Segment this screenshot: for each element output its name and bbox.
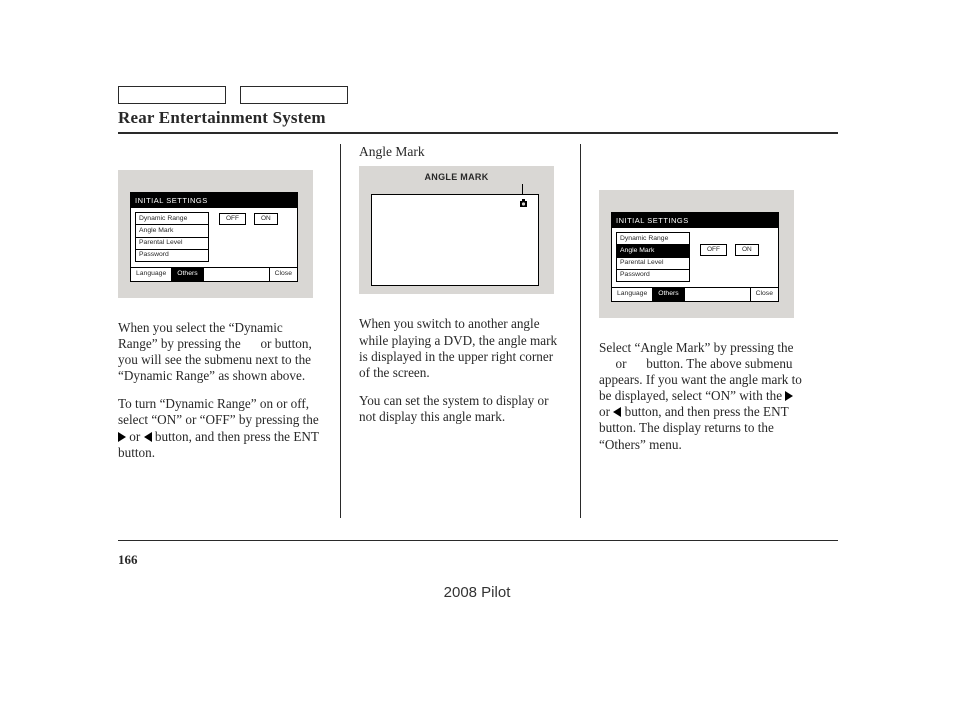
- settings-screenshot-1: INITIAL SETTINGS Dynamic Range Angle Mar…: [118, 170, 313, 298]
- osd-item: Password: [616, 269, 690, 282]
- osd-off: OFF: [219, 213, 246, 225]
- osd-item: Angle Mark: [135, 224, 209, 237]
- video-screen: [371, 194, 539, 286]
- osd-footer-spacer: [204, 268, 270, 280]
- osd-off: OFF: [700, 244, 727, 256]
- osd-header: INITIAL SETTINGS: [612, 213, 778, 228]
- text: button, and then press the ENT button. T…: [599, 404, 788, 451]
- osd-item: Dynamic Range: [135, 212, 209, 225]
- osd-footer: Language Others Close: [612, 287, 778, 300]
- osd-on: ON: [735, 244, 759, 256]
- text: or: [129, 429, 143, 444]
- osd-on: ON: [254, 213, 278, 225]
- osd-footer: Language Others Close: [131, 267, 297, 280]
- manual-page: Rear Entertainment System INITIAL SETTIN…: [118, 108, 838, 518]
- left-triangle-icon: [613, 407, 621, 417]
- right-triangle-icon: [118, 432, 126, 442]
- paragraph: You can set the system to display or not…: [359, 393, 562, 425]
- osd-item: Parental Level: [616, 257, 690, 270]
- paragraph: When you select the “Dynamic Range” by p…: [118, 320, 322, 384]
- osd-footer-spacer: [685, 288, 751, 300]
- osd-2: INITIAL SETTINGS Dynamic Range Angle Mar…: [611, 212, 779, 302]
- osd-footer-tab-selected: Others: [653, 288, 684, 300]
- osd-header: INITIAL SETTINGS: [131, 193, 297, 208]
- column-2: Angle Mark ANGLE MARK When you switch to…: [340, 144, 580, 518]
- footer-rule: [118, 540, 838, 541]
- paragraph: To turn “Dynamic Range” on or off, selec…: [118, 396, 322, 460]
- column-3: INITIAL SETTINGS Dynamic Range Angle Mar…: [580, 144, 820, 518]
- osd-footer-tab: Language: [612, 288, 653, 300]
- title-row: Rear Entertainment System: [118, 108, 838, 128]
- text: To turn “Dynamic Range” on or off, selec…: [118, 396, 319, 427]
- settings-screenshot-2: INITIAL SETTINGS Dynamic Range Angle Mar…: [599, 190, 794, 318]
- osd-item: Parental Level: [135, 237, 209, 250]
- osd-footer-tab-selected: Others: [172, 268, 203, 280]
- header-box-2: [240, 86, 348, 104]
- title-rule: [118, 132, 838, 134]
- column-1: INITIAL SETTINGS Dynamic Range Angle Mar…: [118, 144, 340, 518]
- header-box-1: [118, 86, 226, 104]
- subheading: Angle Mark: [359, 144, 562, 160]
- camera-angle-icon: [519, 199, 530, 211]
- angle-mark-screenshot: ANGLE MARK: [359, 166, 554, 294]
- osd-list: Dynamic Range Angle Mark Parental Level …: [135, 212, 209, 261]
- paragraph: When you switch to another angle while p…: [359, 316, 562, 380]
- model-year: 2008 Pilot: [0, 584, 954, 601]
- osd-options: OFF ON: [219, 213, 278, 261]
- osd-footer-tab: Language: [131, 268, 172, 280]
- right-triangle-icon: [785, 391, 793, 401]
- osd-body: Dynamic Range Angle Mark Parental Level …: [612, 228, 778, 287]
- osd-body: Dynamic Range Angle Mark Parental Level …: [131, 208, 297, 267]
- text: Select “Angle Mark” by pressing the or b…: [599, 340, 802, 403]
- paragraph: Select “Angle Mark” by pressing the or b…: [599, 340, 802, 453]
- osd-options: OFF ON: [700, 244, 759, 281]
- osd-item: Password: [135, 249, 209, 262]
- osd-1: INITIAL SETTINGS Dynamic Range Angle Mar…: [130, 192, 298, 282]
- page-number: 166: [118, 552, 138, 568]
- page-title: Rear Entertainment System: [118, 108, 326, 128]
- osd-item-selected: Angle Mark: [616, 244, 690, 257]
- osd-footer-tab: Close: [270, 268, 297, 280]
- text: or: [599, 404, 613, 419]
- left-triangle-icon: [144, 432, 152, 442]
- angle-callout-label: ANGLE MARK: [359, 172, 554, 183]
- osd-list: Dynamic Range Angle Mark Parental Level …: [616, 232, 690, 281]
- osd-item: Dynamic Range: [616, 232, 690, 245]
- columns: INITIAL SETTINGS Dynamic Range Angle Mar…: [118, 144, 838, 518]
- osd-footer-tab: Close: [751, 288, 778, 300]
